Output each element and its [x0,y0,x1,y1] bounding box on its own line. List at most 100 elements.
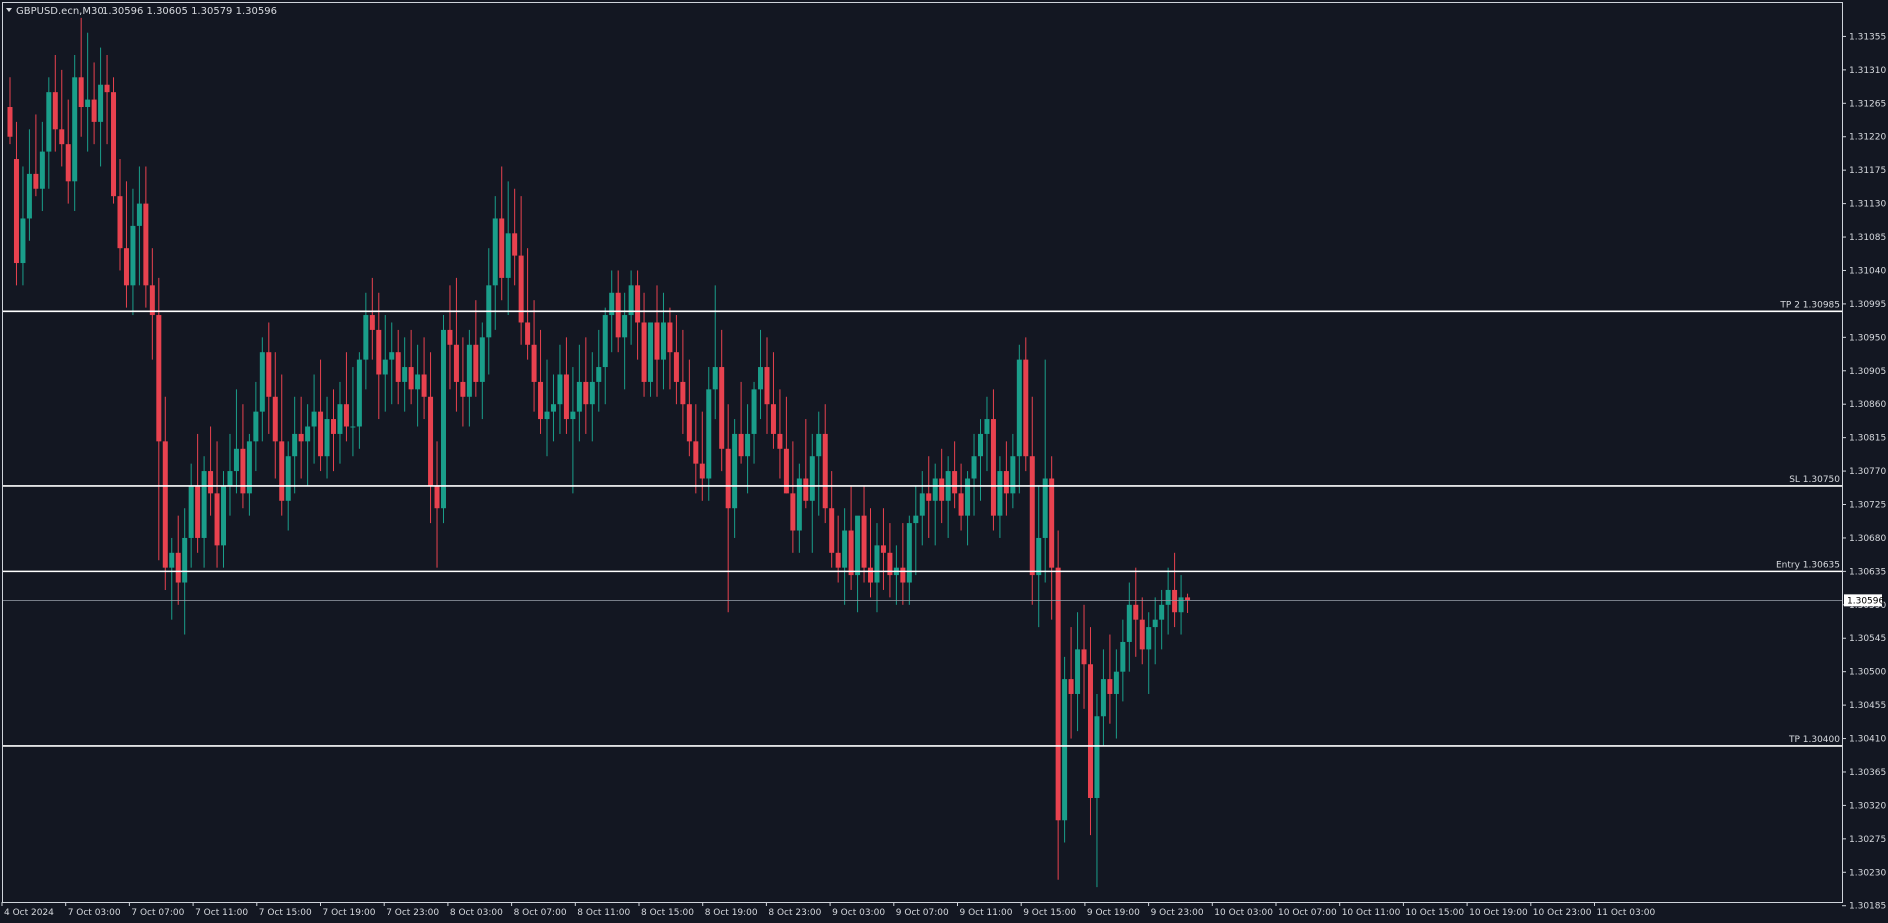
x-tick-label: 10 Oct 07:00 [1278,908,1337,918]
candle-body [123,248,129,286]
candle-body [544,411,550,420]
candle-body [965,478,971,516]
candle-body [673,352,679,382]
candle-body [305,426,311,442]
candle-body [745,433,751,457]
y-tick-label: 1.31355 [1849,32,1886,42]
candle-body [1016,359,1022,457]
x-tick-label: 7 Oct 15:00 [259,908,312,918]
candle-body [466,344,472,397]
candle-body [175,552,181,583]
candle-body [195,485,201,538]
candle-body [343,404,349,427]
candle-body [59,129,65,145]
candle-body [33,173,39,189]
candle-body [926,493,932,501]
candle-body [628,285,634,316]
candle-body [1172,589,1178,613]
candle-body [298,433,304,442]
x-tick-label: 10 Oct 03:00 [1214,908,1273,918]
candle-body [680,381,686,405]
candle-body [1165,589,1171,605]
candle-body [835,552,841,568]
candle-body [253,411,259,442]
candle-body [104,84,110,93]
candle-body [686,404,692,442]
candle-body [984,419,990,434]
candle-body [1087,664,1093,798]
x-tick-label: 8 Oct 23:00 [768,908,821,918]
candle-body [641,322,647,382]
candle-body [842,530,848,568]
candle-body [751,389,757,434]
y-tick-label: 1.30275 [1849,835,1886,845]
candle-body [1042,478,1048,538]
candle-body [880,545,886,553]
x-tick-label: 9 Oct 03:00 [832,908,885,918]
candle-body [538,381,544,420]
candle-body [855,515,861,576]
y-tick-label: 1.30770 [1849,467,1886,477]
y-tick-label: 1.30680 [1849,534,1886,544]
candle-body [311,411,317,427]
candle-body [1075,649,1081,694]
chart-header[interactable]: GBPUSD.ecn,M30 1.30596 1.30605 1.30579 1… [6,6,277,17]
ohlc-readout: 1.30596 1.30605 1.30579 1.30596 [102,6,277,17]
candle-body [447,329,453,345]
candle-body [932,478,938,501]
x-tick-label: 10 Oct 23:00 [1533,908,1592,918]
y-tick-label: 1.31220 [1849,133,1886,143]
y-tick-label: 1.30950 [1849,333,1886,343]
x-tick-label: 7 Oct 07:00 [131,908,184,918]
candle-body [1107,679,1113,694]
candle-body [622,315,628,338]
x-tick-label: 8 Oct 11:00 [577,908,630,918]
candle-body [770,404,776,434]
candle-body [635,285,641,323]
x-tick-label: 7 Oct 11:00 [195,908,248,918]
y-tick-label: 1.30455 [1849,701,1886,711]
x-tick-label: 11 Oct 03:00 [1597,908,1656,918]
candle-body [1185,597,1191,601]
candle-body [712,367,718,390]
x-tick-label: 7 Oct 03:00 [68,908,121,918]
y-tick-label: 1.31040 [1849,266,1886,276]
x-tick-label: 9 Oct 07:00 [896,908,949,918]
x-tick-label: 10 Oct 15:00 [1405,908,1464,918]
x-tick-label: 7 Oct 23:00 [386,908,439,918]
candle-body [324,419,330,457]
dropdown-triangle-icon[interactable] [6,8,12,12]
candle-body [505,233,511,278]
y-tick-label: 1.30545 [1849,634,1886,644]
candle-body [660,322,666,360]
candle-body [1159,604,1165,620]
candle-body [149,285,155,316]
candle-body [1133,604,1139,620]
candle-body [201,471,207,538]
time-axis: 4 Oct 2024 7 Oct 03:00 7 Oct 07:00 7 Oct 11… [1,902,1656,918]
candle-body [85,99,91,108]
candle-body [648,322,654,382]
candle-body [525,322,531,345]
candle-body [919,493,925,516]
candle-body [758,367,764,390]
y-tick-label: 1.30185 [1849,902,1886,912]
candle-body [143,203,149,286]
current-price-tag [1844,594,1882,607]
candle-body [408,367,414,390]
candle-body [39,151,45,189]
candle-body [1126,604,1132,642]
candle-body [518,255,524,323]
candle-body [570,411,576,420]
candle-body [72,77,78,182]
candle-body [266,352,272,397]
current-price-label: 1.30596 [1847,596,1884,606]
candle-body [460,381,466,397]
candle-body [182,537,188,583]
x-tick-label: 8 Oct 19:00 [705,908,758,918]
candle-body [434,485,440,509]
candle-body [602,315,608,368]
x-tick-label: 9 Oct 15:00 [1023,908,1076,918]
